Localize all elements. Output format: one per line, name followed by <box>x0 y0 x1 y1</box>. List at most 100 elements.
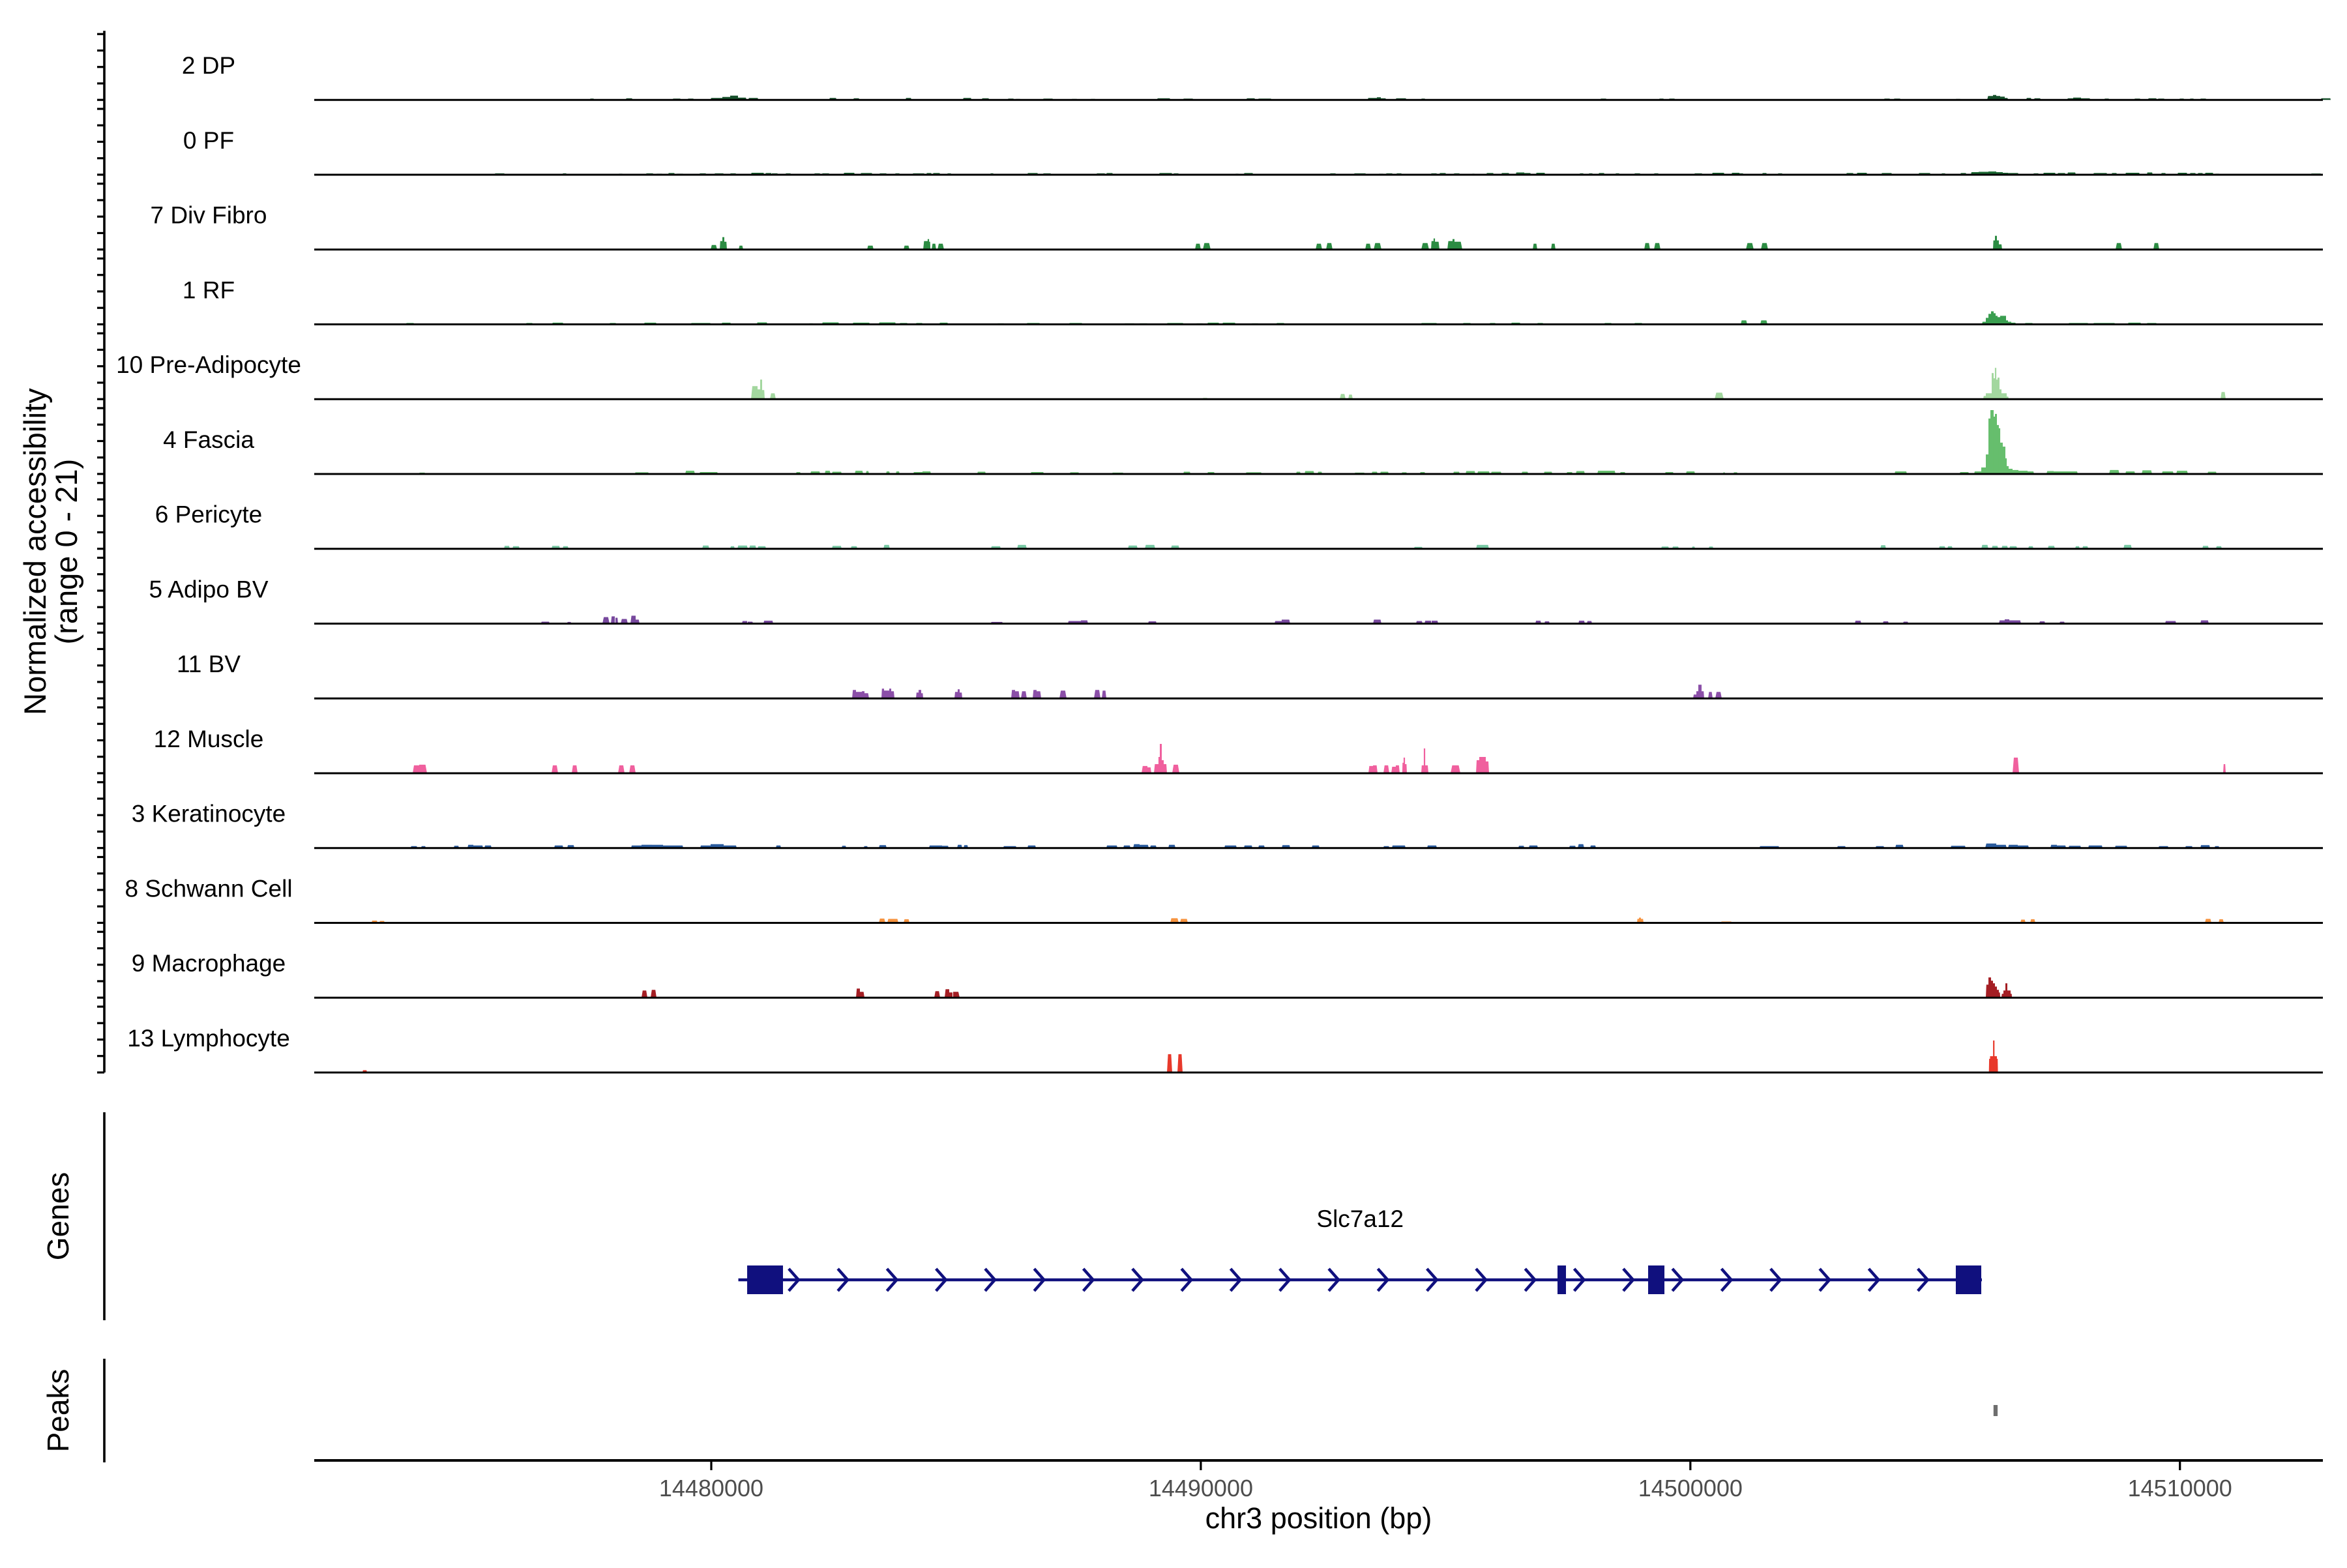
signal-bar <box>1374 243 1381 250</box>
signal-bar <box>1170 918 1179 923</box>
x-axis-title: chr3 position (bp) <box>1205 1501 1432 1535</box>
signal-bar <box>621 619 628 624</box>
track-label: 6 Pericyte <box>155 501 263 528</box>
signal-bar <box>1997 990 1999 998</box>
signal-bar <box>1158 757 1160 773</box>
gene-strand-arrow-icon <box>935 1267 948 1292</box>
track-label: 9 Macrophage <box>132 950 286 977</box>
signal-bar <box>1453 239 1454 250</box>
signal-bar <box>2000 389 2001 400</box>
signal-bar <box>760 379 762 400</box>
signal-bar <box>2007 990 2011 998</box>
signal-bar <box>629 765 636 773</box>
signal-bar <box>1405 764 1407 773</box>
signal-bar <box>1423 748 1426 773</box>
gene-strand-arrow-icon <box>836 1267 850 1292</box>
y-axis-label-line1: Normalized accessibility <box>18 388 52 715</box>
signal-bar <box>2005 619 2009 624</box>
track-label: 12 Muscle <box>154 726 264 752</box>
gene-strand-arrow-icon <box>1475 1267 1488 1292</box>
gene-strand-arrow-icon <box>1622 1267 1635 1292</box>
signal-bar <box>2005 458 2007 474</box>
signal-bar <box>1986 984 1988 998</box>
signal-bar <box>1654 243 1661 250</box>
signal-bar <box>1451 765 1460 773</box>
signal-bar <box>2000 442 2003 474</box>
signal-bar <box>1992 373 1994 400</box>
signal-bar <box>1986 318 1988 325</box>
coverage-track <box>852 685 1722 699</box>
signal-bar <box>916 692 919 699</box>
signal-bar <box>1996 1059 1998 1072</box>
gene-exon <box>1955 1265 1982 1294</box>
gene-strand-arrow-icon <box>1082 1267 1095 1292</box>
signal-bar <box>1999 244 2002 250</box>
signal-bar <box>1486 761 1489 773</box>
gene-strand-arrow-icon <box>984 1267 997 1292</box>
signal-bar <box>651 990 657 998</box>
signal-bar <box>615 617 618 624</box>
signal-bar <box>1998 377 2000 400</box>
signal-bar <box>1998 992 2001 998</box>
signal-bar <box>1715 692 1722 699</box>
track-label: 13 Lymphocyte <box>127 1025 290 1052</box>
signal-bar <box>1021 691 1027 699</box>
signal-bar <box>1997 424 1999 474</box>
track-label: 5 Adipo BV <box>149 576 268 602</box>
signal-bar <box>722 237 724 250</box>
signal-bar <box>2221 392 2226 400</box>
signal-bar <box>1993 983 1995 998</box>
signal-bar <box>856 988 860 998</box>
signal-bar <box>1015 691 1020 699</box>
signal-bar <box>1533 243 1537 250</box>
signal-bar <box>1993 95 1996 100</box>
signal-bar <box>1421 765 1424 773</box>
signal-bar <box>1454 241 1462 250</box>
signal-bar <box>1177 1054 1183 1072</box>
signal-bar <box>1433 238 1436 250</box>
signal-bar <box>960 692 962 699</box>
signal-bar <box>1741 320 1747 325</box>
signal-bar <box>2013 758 2019 773</box>
signal-bar <box>1994 1056 1997 1072</box>
signal-bar <box>937 243 944 250</box>
gene-strand-arrow-icon <box>885 1267 899 1292</box>
signal-bar <box>730 95 738 100</box>
signal-bar <box>572 765 578 773</box>
gene-exon <box>1557 1265 1567 1294</box>
track-label: 10 Pre-Adipocyte <box>116 351 301 378</box>
signal-bar <box>1421 243 1429 250</box>
signal-bar <box>1708 692 1713 699</box>
signal-bar <box>2007 466 2009 474</box>
signal-bar <box>1698 685 1702 699</box>
signal-bar <box>1988 314 1991 325</box>
gene-strand-arrow-icon <box>1818 1267 1832 1292</box>
signal-bar <box>1391 767 1396 773</box>
signal-bar <box>1746 243 1754 250</box>
gene-strand-arrow-icon <box>1033 1267 1046 1292</box>
signal-bar <box>1167 1054 1172 1072</box>
signal-bar <box>1011 690 1015 699</box>
signal-bar <box>1985 843 1996 848</box>
track-label: 7 Div Fibro <box>151 202 267 229</box>
gene-strand-arrow-icon <box>1229 1267 1243 1292</box>
signal-bar <box>1995 235 1997 250</box>
signal-bar <box>2153 243 2159 250</box>
signal-bar <box>852 690 856 699</box>
x-tick-label: 14510000 <box>2128 1475 2232 1501</box>
peaks-panel-label: Peaks <box>41 1369 75 1453</box>
gene-strand-arrow-icon <box>1426 1267 1439 1292</box>
signal-bar <box>1993 378 1996 400</box>
signal-bar <box>2006 320 2008 325</box>
signal-bar <box>1997 240 1999 250</box>
signal-bar <box>1402 762 1404 773</box>
signal-bar <box>1447 241 1453 250</box>
signal-bar <box>1996 316 1998 325</box>
track-label: 4 Fascia <box>163 426 254 453</box>
signal-bar <box>1990 1056 1994 1072</box>
gene-strand-arrow-icon <box>1327 1267 1341 1292</box>
y-axis-label-line2: (range 0 - 21) <box>49 459 83 645</box>
signal-bar <box>1993 417 1996 474</box>
signal-bar <box>2001 393 2007 400</box>
